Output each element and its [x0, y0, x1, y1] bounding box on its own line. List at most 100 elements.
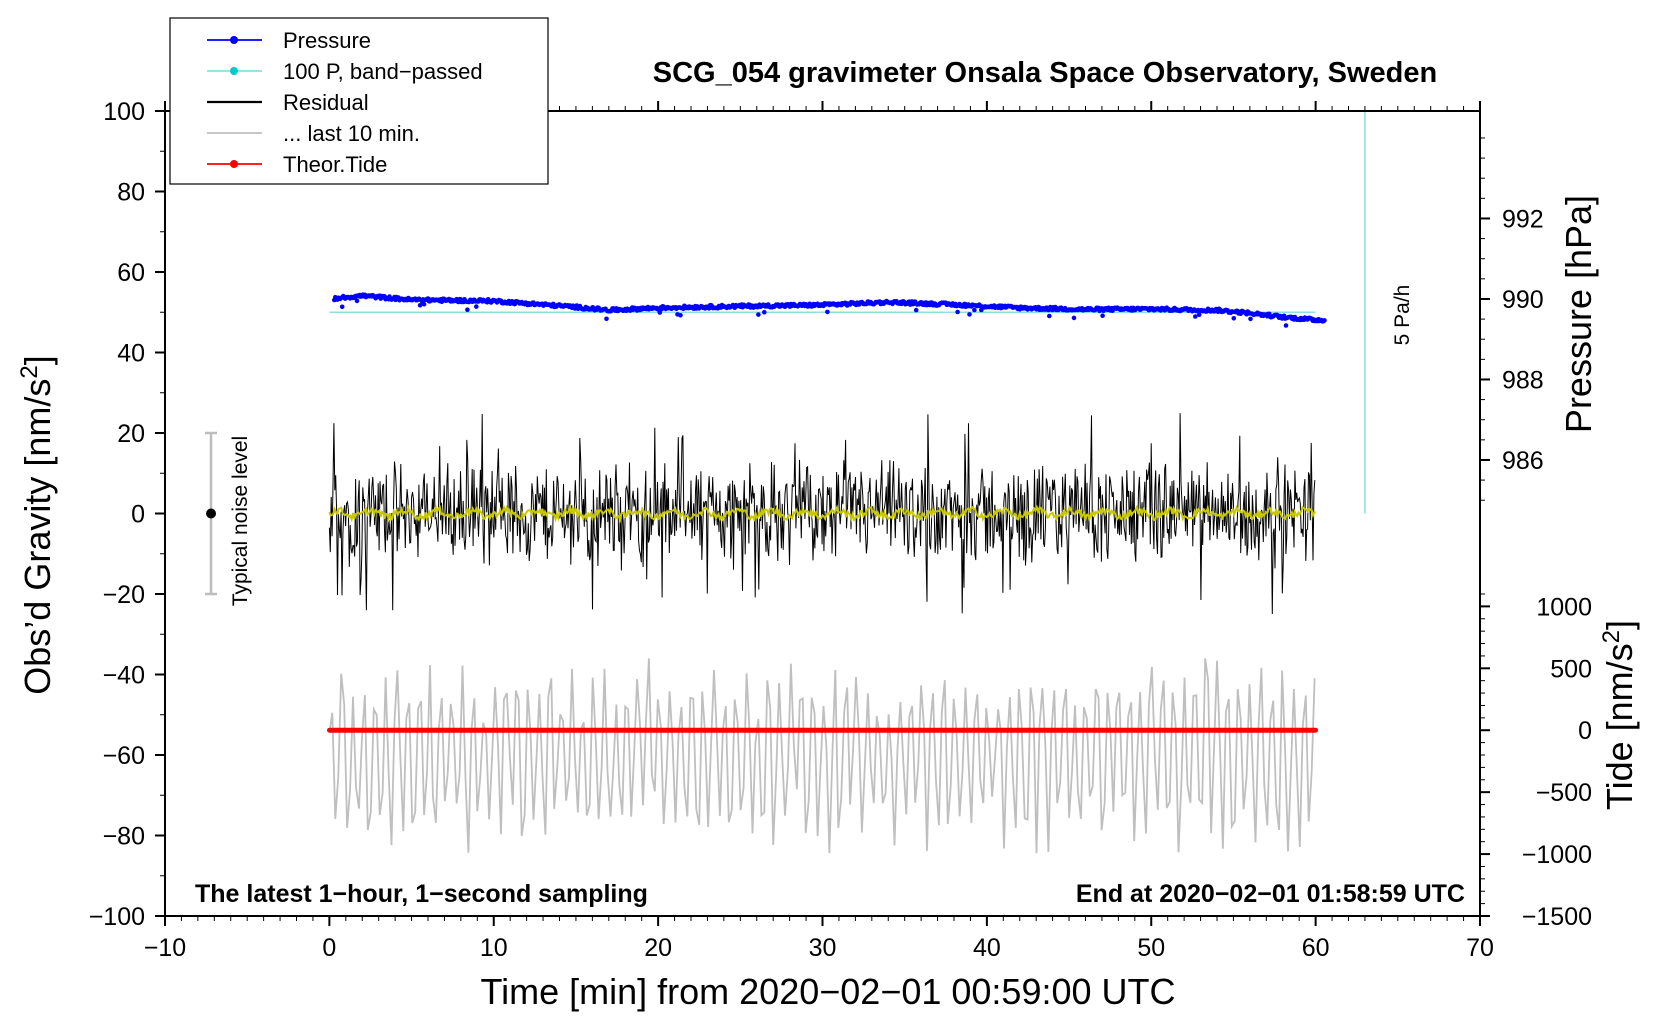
tide-point — [499, 727, 505, 733]
tide-point — [1239, 727, 1245, 733]
tide-point — [548, 727, 554, 733]
tide-point — [384, 727, 390, 733]
x-tick-label: 10 — [480, 934, 508, 962]
pressure-point — [354, 298, 360, 304]
tide-point — [1025, 727, 1031, 733]
tide-point — [1255, 727, 1261, 733]
pressure-point — [1193, 314, 1198, 319]
tide-point — [918, 727, 924, 733]
y-tick-label: 0 — [131, 501, 145, 529]
tide-point — [655, 727, 661, 733]
tide-point — [680, 727, 686, 733]
tide-tick-label: −500 — [1536, 779, 1592, 807]
tide-point — [811, 727, 817, 733]
tide-point — [540, 727, 546, 733]
tide-point — [885, 727, 891, 733]
tide-point — [1313, 727, 1319, 733]
series-residual-smoothed — [328, 503, 1316, 524]
tide-tick-label: 0 — [1578, 717, 1592, 745]
tide-point — [1091, 727, 1097, 733]
tide-point — [836, 727, 842, 733]
pressure-point — [756, 312, 761, 317]
pressure-point — [604, 316, 609, 322]
pressure-point — [474, 304, 479, 309]
tide-point — [1107, 727, 1113, 733]
pressure-point — [1231, 316, 1237, 321]
pressure-point — [465, 307, 470, 313]
pressure-point — [678, 313, 683, 318]
tide-point — [573, 727, 579, 733]
tide-point — [844, 727, 850, 733]
tide-point — [392, 727, 398, 733]
x-tick-label: 20 — [644, 934, 672, 962]
tide-point — [992, 727, 998, 733]
annotation-bg-left — [188, 874, 718, 910]
annotation-bg-right — [1005, 874, 1473, 910]
tide-point — [672, 727, 677, 733]
pressure-point — [1196, 312, 1202, 318]
tide-point — [516, 727, 521, 733]
legend-label: Pressure — [283, 28, 371, 53]
tide-point — [1173, 727, 1179, 733]
tide-point — [705, 727, 710, 733]
tide-point — [1198, 727, 1203, 733]
pressure-point — [955, 309, 960, 315]
tide-point — [1148, 727, 1154, 733]
tide-point — [589, 727, 595, 733]
tide-point — [647, 727, 653, 733]
legend-label: Residual — [283, 90, 369, 115]
legend-label: Theor.Tide — [283, 152, 387, 177]
tide-point — [959, 727, 965, 733]
tide-point — [581, 727, 587, 733]
tide-point — [1132, 727, 1138, 733]
tide-point — [557, 727, 562, 733]
tide-point — [524, 727, 530, 733]
tide-point — [1017, 727, 1023, 733]
tide-point — [951, 727, 957, 733]
tide-tick-label: 1000 — [1536, 593, 1592, 621]
tide-point — [902, 727, 908, 733]
tide-point — [1296, 727, 1302, 733]
tide-point — [861, 727, 866, 733]
pressure-tick-label: 988 — [1502, 366, 1544, 394]
pressure-point — [1248, 316, 1253, 322]
y-axis-label-left: Obs’d Gravity [nm/s2] — [16, 355, 58, 694]
tide-point — [820, 727, 825, 733]
tide-point — [335, 727, 340, 733]
tide-point — [1033, 727, 1039, 733]
pressure-point — [417, 303, 423, 308]
y-tick-label: 100 — [103, 98, 145, 126]
tide-point — [746, 727, 751, 733]
tide-point — [1050, 727, 1056, 733]
tide-point — [491, 727, 497, 733]
y-tick-label: 20 — [117, 420, 145, 448]
tide-point — [614, 727, 620, 733]
tide-point — [943, 727, 949, 733]
tide-point — [639, 727, 645, 733]
tide-point — [1288, 727, 1294, 733]
annotation-bottom-left: The latest 1−hour, 1−second sampling — [195, 880, 648, 908]
tide-point — [450, 727, 456, 733]
legend-marker — [230, 160, 238, 168]
tide-point — [696, 727, 702, 733]
tide-point — [433, 727, 439, 733]
tide-point — [507, 727, 513, 733]
tide-point — [663, 727, 669, 733]
y-tick-label: −60 — [103, 742, 145, 770]
tide-point — [1263, 727, 1269, 733]
x-tick-label: 70 — [1466, 934, 1494, 962]
pressure-point — [967, 312, 972, 317]
tide-point — [1214, 727, 1220, 733]
x-tick-label: 50 — [1137, 934, 1165, 962]
tide-point — [1206, 727, 1212, 733]
tide-point — [1181, 727, 1187, 733]
pressure-tick-label: 992 — [1502, 205, 1544, 233]
tide-point — [565, 727, 571, 733]
tide-point — [762, 727, 768, 733]
y-tick-label: 60 — [117, 259, 145, 287]
tide-point — [631, 727, 636, 733]
x-tick-label: 60 — [1302, 934, 1330, 962]
pressure-point — [1100, 313, 1105, 319]
tide-point — [729, 727, 735, 733]
tide-point — [326, 727, 332, 733]
